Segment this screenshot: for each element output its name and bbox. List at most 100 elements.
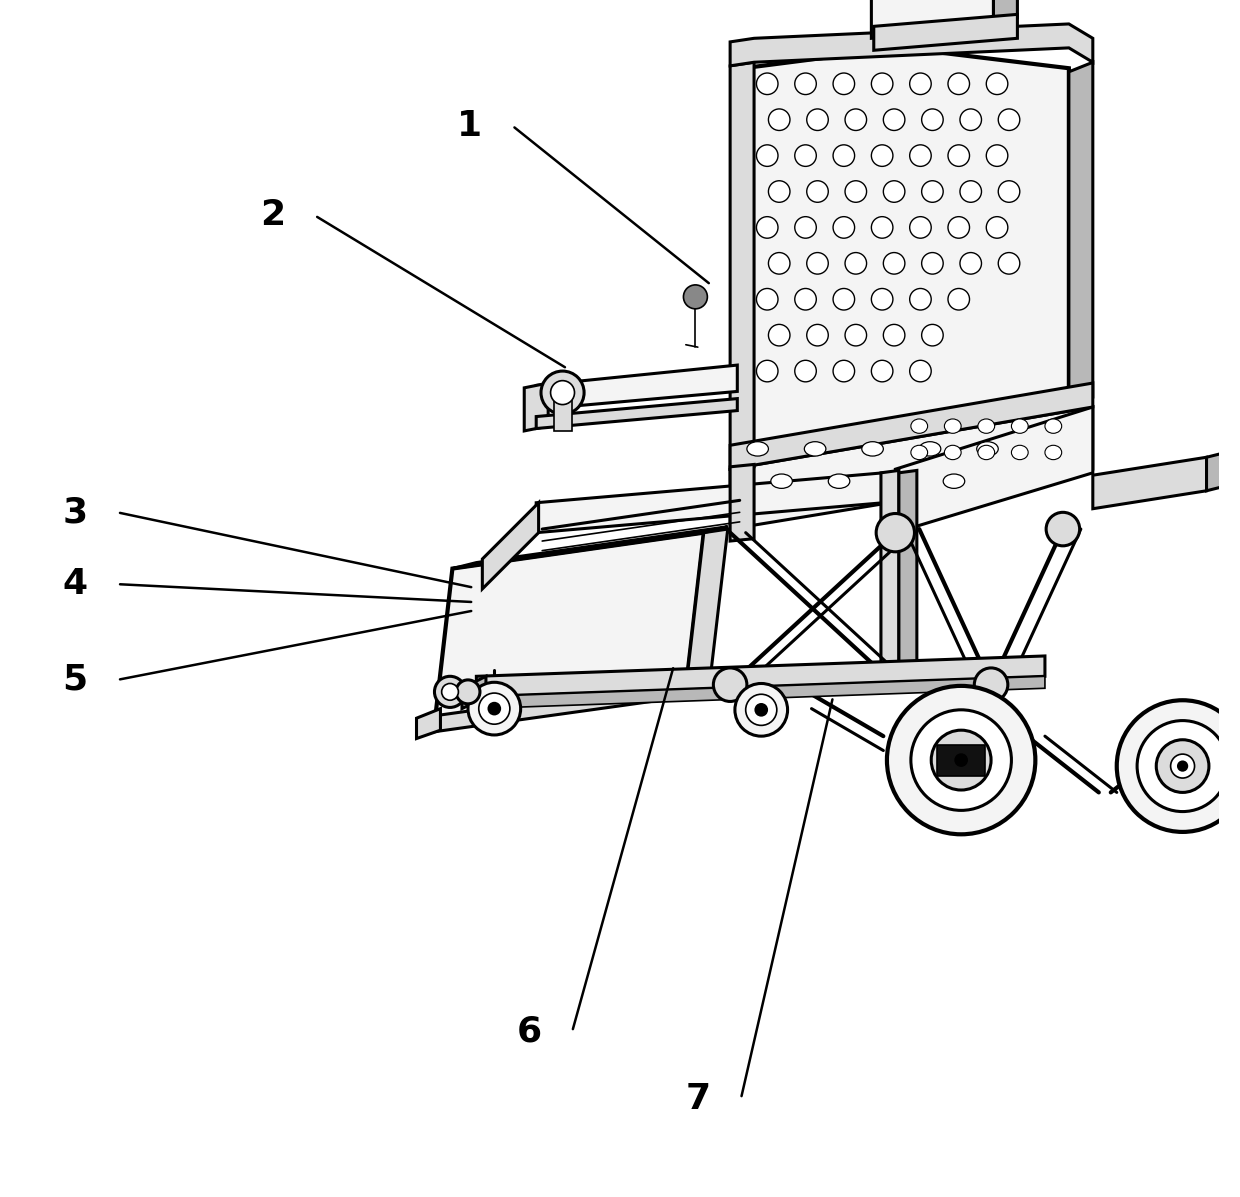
Polygon shape: [730, 407, 1092, 529]
Text: 1: 1: [458, 109, 482, 142]
Ellipse shape: [910, 360, 931, 382]
Ellipse shape: [828, 474, 849, 488]
Ellipse shape: [911, 419, 928, 433]
Circle shape: [1178, 761, 1188, 771]
Ellipse shape: [977, 442, 998, 456]
Polygon shape: [743, 48, 1069, 463]
Ellipse shape: [1045, 445, 1061, 460]
Ellipse shape: [947, 217, 970, 238]
Polygon shape: [554, 395, 572, 431]
Ellipse shape: [947, 145, 970, 166]
Ellipse shape: [883, 181, 905, 202]
Ellipse shape: [911, 445, 928, 460]
Ellipse shape: [910, 288, 931, 310]
Polygon shape: [730, 62, 754, 469]
Ellipse shape: [947, 73, 970, 95]
Ellipse shape: [960, 109, 982, 130]
Ellipse shape: [921, 109, 944, 130]
Ellipse shape: [756, 288, 777, 310]
Ellipse shape: [945, 445, 961, 460]
Ellipse shape: [960, 181, 982, 202]
Ellipse shape: [771, 474, 792, 488]
Ellipse shape: [756, 73, 777, 95]
Ellipse shape: [978, 445, 994, 460]
Ellipse shape: [1045, 419, 1061, 433]
Ellipse shape: [986, 217, 1008, 238]
Ellipse shape: [807, 181, 828, 202]
Ellipse shape: [844, 109, 867, 130]
Ellipse shape: [883, 109, 905, 130]
Ellipse shape: [862, 442, 883, 456]
Ellipse shape: [756, 360, 777, 382]
Polygon shape: [1092, 457, 1207, 509]
Polygon shape: [899, 470, 916, 673]
Text: 2: 2: [259, 199, 285, 232]
Ellipse shape: [883, 324, 905, 346]
Ellipse shape: [919, 442, 941, 456]
Circle shape: [955, 754, 967, 766]
Polygon shape: [880, 470, 899, 673]
Text: 6: 6: [517, 1015, 542, 1049]
Text: 5: 5: [62, 663, 87, 697]
Ellipse shape: [844, 253, 867, 274]
Circle shape: [713, 668, 746, 701]
Polygon shape: [417, 709, 440, 739]
Polygon shape: [476, 656, 1045, 697]
Ellipse shape: [795, 145, 816, 166]
Ellipse shape: [805, 442, 826, 456]
Ellipse shape: [947, 288, 970, 310]
Text: 3: 3: [62, 496, 87, 529]
Ellipse shape: [872, 360, 893, 382]
Circle shape: [755, 704, 768, 716]
Polygon shape: [482, 503, 538, 589]
Polygon shape: [686, 529, 728, 688]
Polygon shape: [525, 383, 548, 431]
Ellipse shape: [833, 217, 854, 238]
Circle shape: [479, 693, 510, 724]
Polygon shape: [730, 383, 1092, 469]
Polygon shape: [730, 24, 1092, 66]
Ellipse shape: [885, 474, 908, 488]
Text: 7: 7: [686, 1082, 711, 1116]
Ellipse shape: [833, 73, 854, 95]
Ellipse shape: [756, 217, 777, 238]
Ellipse shape: [998, 109, 1019, 130]
Ellipse shape: [978, 419, 994, 433]
Polygon shape: [993, 0, 1017, 26]
Polygon shape: [872, 0, 993, 38]
Ellipse shape: [769, 181, 790, 202]
Ellipse shape: [921, 181, 944, 202]
Ellipse shape: [807, 109, 828, 130]
Ellipse shape: [769, 324, 790, 346]
Ellipse shape: [833, 360, 854, 382]
Ellipse shape: [872, 73, 893, 95]
Ellipse shape: [910, 145, 931, 166]
Polygon shape: [463, 676, 486, 709]
Ellipse shape: [872, 288, 893, 310]
Circle shape: [1171, 754, 1194, 778]
Polygon shape: [874, 14, 1017, 50]
Ellipse shape: [986, 73, 1008, 95]
Polygon shape: [429, 680, 692, 733]
Circle shape: [1137, 721, 1228, 812]
Ellipse shape: [795, 217, 816, 238]
Circle shape: [735, 683, 787, 736]
Polygon shape: [536, 473, 883, 533]
Ellipse shape: [998, 253, 1019, 274]
Polygon shape: [536, 399, 738, 429]
Ellipse shape: [807, 253, 828, 274]
Ellipse shape: [998, 181, 1019, 202]
Ellipse shape: [746, 442, 769, 456]
Ellipse shape: [1012, 419, 1028, 433]
Ellipse shape: [795, 360, 816, 382]
Circle shape: [887, 686, 1035, 834]
Circle shape: [541, 371, 584, 414]
Text: 4: 4: [62, 567, 87, 601]
Ellipse shape: [833, 145, 854, 166]
Circle shape: [683, 285, 707, 309]
Polygon shape: [895, 407, 1092, 533]
Polygon shape: [730, 464, 754, 541]
Circle shape: [1156, 740, 1209, 792]
Ellipse shape: [872, 145, 893, 166]
Polygon shape: [937, 745, 985, 776]
